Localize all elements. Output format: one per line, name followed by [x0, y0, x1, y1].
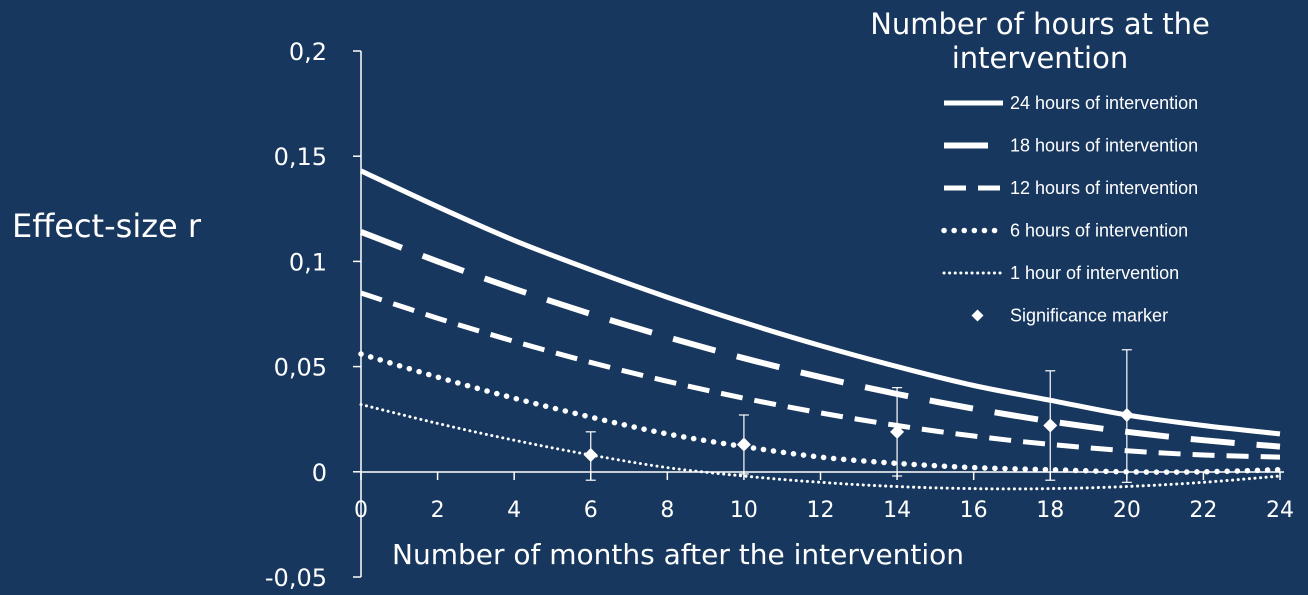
significance-marker: [1043, 418, 1058, 433]
x-tick-label: 6: [584, 498, 598, 523]
x-tick-label: 18: [1036, 498, 1064, 523]
legend-title: Number of hours at the intervention: [870, 7, 1210, 75]
y-tick-label: 0,2: [289, 38, 327, 66]
y-tick-label: 0,15: [274, 143, 327, 171]
x-tick-label: 10: [730, 498, 758, 523]
significance-marker: [890, 424, 905, 439]
significance-marker: [1119, 407, 1134, 422]
y-tick-label: 0,1: [289, 248, 327, 276]
x-axis-label: Number of months after the intervention: [392, 538, 965, 571]
legend-label-18-hours-of-intervention: 18 hours of intervention: [1010, 136, 1198, 156]
x-tick-label: 2: [431, 498, 445, 523]
significance-marker: [736, 437, 751, 452]
x-tick-label: 24: [1266, 498, 1294, 523]
y-axis-label: Effect-size r: [12, 207, 202, 245]
legend-label-significance-marker: Significance marker: [1010, 306, 1168, 326]
y-tick-label: 0: [312, 459, 327, 487]
x-tick-label: 12: [807, 498, 835, 523]
x-tick-label: 16: [960, 498, 988, 523]
legend-marker-significance-marker: [971, 309, 984, 322]
legend-label-24-hours-of-intervention: 24 hours of intervention: [1010, 93, 1198, 113]
x-tick-label: 0: [354, 498, 368, 523]
legend-label-6-hours-of-intervention: 6 hours of intervention: [1010, 221, 1188, 241]
x-tick-label: 4: [507, 498, 521, 523]
x-tick-label: 20: [1113, 498, 1141, 523]
x-tick-label: 14: [883, 498, 911, 523]
series-line-1-hour-of-intervention: [359, 403, 1282, 491]
significance-marker: [583, 447, 598, 462]
x-tick-label: 22: [1189, 498, 1217, 523]
y-tick-label: -0,05: [265, 564, 327, 592]
y-tick-label: 0,05: [274, 354, 327, 382]
legend-label-1-hour-of-intervention: 1 hour of intervention: [1010, 263, 1179, 283]
legend-label-12-hours-of-intervention: 12 hours of intervention: [1010, 178, 1198, 198]
series-line-6-hours-of-intervention: [358, 351, 1283, 475]
x-tick-label: 8: [660, 498, 674, 523]
